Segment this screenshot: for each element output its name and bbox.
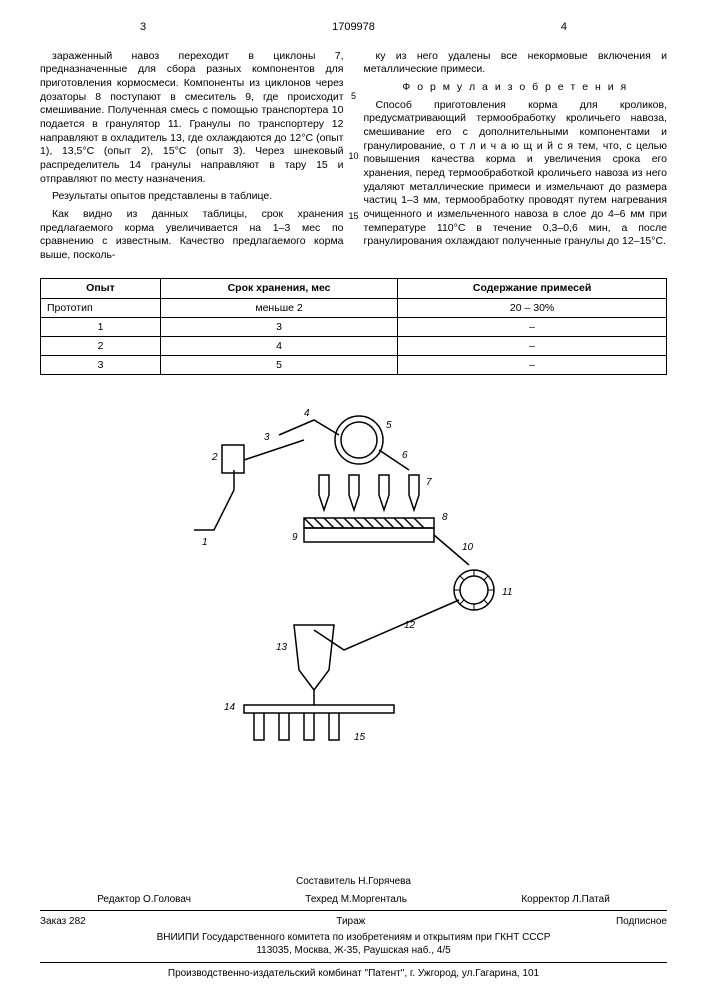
printer-line: Производственно-издательский комбинат "П… bbox=[40, 967, 667, 981]
svg-text:5: 5 bbox=[386, 420, 392, 431]
pipe-4 bbox=[279, 420, 339, 435]
results-table: Опыт Срок хранения, мес Содержание приме… bbox=[40, 278, 667, 375]
mixer-hatch bbox=[304, 518, 424, 528]
left-p3: Как видно из данных таблицы, срок хранен… bbox=[40, 208, 344, 263]
page-num-right: 4 bbox=[561, 20, 567, 35]
drum-inner bbox=[341, 422, 377, 458]
patent-number: 1709978 bbox=[332, 20, 375, 35]
svg-text:9: 9 bbox=[292, 532, 298, 543]
line-marker-15: 15 bbox=[348, 210, 358, 222]
footer-rule-1 bbox=[40, 910, 667, 911]
table-row: 3 5 – bbox=[41, 356, 667, 375]
granulator-inner bbox=[460, 576, 488, 604]
table-header-row: Опыт Срок хранения, мес Содержание приме… bbox=[41, 279, 667, 298]
patent-page: 3 4 1709978 5 10 15 зараженный навоз пер… bbox=[0, 0, 707, 1000]
svg-text:1: 1 bbox=[202, 537, 208, 548]
svg-text:11: 11 bbox=[502, 587, 512, 598]
svg-text:12: 12 bbox=[404, 620, 416, 631]
table-row: 2 4 – bbox=[41, 336, 667, 355]
right-p1: ку из него удалены все некормовые включе… bbox=[364, 50, 668, 77]
right-p2: Способ приготовления корма для кроликов,… bbox=[364, 99, 668, 249]
page-num-left: 3 bbox=[140, 20, 146, 35]
th-opyt: Опыт bbox=[41, 279, 161, 298]
pipe-3 bbox=[244, 440, 304, 460]
svg-text:13: 13 bbox=[276, 642, 288, 653]
text-columns: 5 10 15 зараженный навоз переходит в цик… bbox=[40, 50, 667, 267]
footer-rule-2 bbox=[40, 962, 667, 963]
footer: Составитель Н.Горячева Редактор О.Голова… bbox=[40, 875, 667, 980]
table-row: 1 3 – bbox=[41, 317, 667, 336]
hopper-2 bbox=[222, 445, 244, 473]
line-marker-10: 10 bbox=[348, 150, 358, 162]
tare-15 bbox=[254, 713, 339, 740]
org-line: ВНИИПИ Государственного комитета по изоб… bbox=[40, 931, 667, 945]
address-line: 113035, Москва, Ж-35, Раушская наб., 4/5 bbox=[40, 944, 667, 958]
line-marker-5: 5 bbox=[351, 90, 356, 102]
svg-text:7: 7 bbox=[426, 477, 432, 488]
svg-text:10: 10 bbox=[462, 542, 474, 553]
svg-text:6: 6 bbox=[402, 450, 408, 461]
order-row: Заказ 282 Тираж Подписное bbox=[40, 915, 667, 929]
cooler-13 bbox=[294, 625, 334, 690]
left-column: зараженный навоз переходит в циклоны 7, … bbox=[40, 50, 344, 267]
credits-row-1: Составитель Н.Горячева bbox=[40, 875, 667, 889]
left-p1: зараженный навоз переходит в циклоны 7, … bbox=[40, 50, 344, 186]
svg-text:8: 8 bbox=[442, 512, 448, 523]
th-primesi: Содержание примесей bbox=[398, 279, 667, 298]
right-column: ку из него удалены все некормовые включе… bbox=[364, 50, 668, 267]
drum-5 bbox=[335, 416, 383, 464]
process-diagram: 1 2 3 4 5 6 7 8 9 10 11 12 13 14 15 bbox=[164, 390, 544, 770]
svg-text:4: 4 bbox=[304, 408, 310, 419]
conveyor-12 bbox=[314, 600, 459, 650]
th-srok: Срок хранения, мес bbox=[160, 279, 397, 298]
table-row: Прототип меньше 2 20 – 30% bbox=[41, 298, 667, 317]
feeder-1 bbox=[194, 470, 234, 530]
svg-text:15: 15 bbox=[354, 732, 366, 743]
left-p2: Результаты опытов представлены в таблице… bbox=[40, 190, 344, 204]
mixer-9 bbox=[304, 528, 434, 542]
credits-row-2: Редактор О.Головач Техред М.Моргенталь К… bbox=[40, 893, 667, 907]
svg-text:2: 2 bbox=[211, 452, 218, 463]
svg-text:3: 3 bbox=[264, 432, 270, 443]
distributor-14 bbox=[244, 705, 394, 713]
formula-title: Ф о р м у л а и з о б р е т е н и я bbox=[364, 81, 668, 95]
granulator-spokes bbox=[454, 570, 494, 610]
cyclones-7 bbox=[319, 475, 419, 510]
svg-text:14: 14 bbox=[224, 702, 236, 713]
